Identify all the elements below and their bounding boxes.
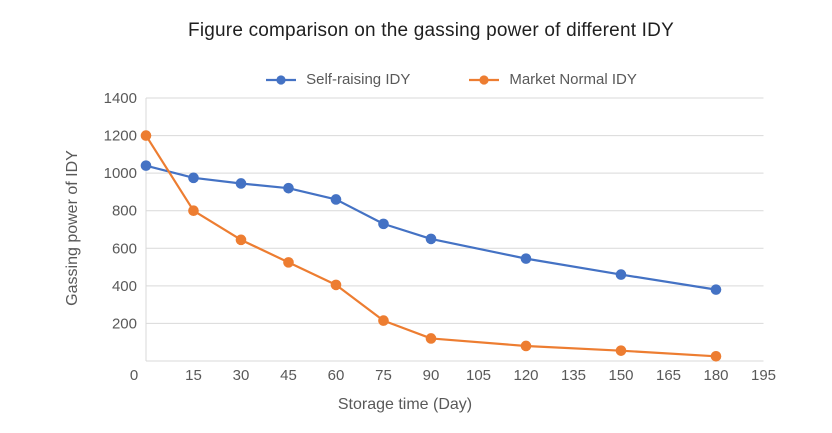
chart-title: Figure comparison on the gassing power o…: [188, 20, 674, 41]
data-point-series-1: [235, 234, 247, 246]
x-tick-label: 60: [328, 367, 345, 384]
data-point-series-0: [378, 218, 389, 230]
data-point-series-1: [140, 130, 152, 141]
data-point-series-1: [188, 205, 199, 217]
data-point-series-0: [188, 172, 199, 184]
data-point-series-0: [520, 253, 532, 264]
y-tick-label: 1200: [104, 128, 137, 145]
data-point-series-1: [425, 333, 437, 344]
y-tick-label: 400: [112, 278, 137, 295]
data-point-series-1: [710, 351, 722, 362]
legend-label-self-raising: Self-raising IDY: [306, 71, 411, 88]
y-tick-label: 200: [112, 315, 137, 332]
x-tick-label: 30: [233, 367, 250, 384]
data-point-series-0: [140, 160, 152, 171]
series-line-1: [145, 134, 717, 358]
x-tick-label: 15: [185, 367, 202, 384]
data-point-series-0: [283, 182, 294, 194]
x-tick-label: 150: [608, 367, 633, 384]
legend-item-self-raising: Self-raising IDY: [265, 71, 410, 88]
data-point-series-0: [235, 178, 247, 189]
data-point-series-1: [615, 345, 627, 356]
data-point-series-1: [330, 279, 342, 291]
data-point-series-1: [378, 315, 389, 326]
x-tick-label: 0: [130, 367, 138, 384]
y-tick-label: 1000: [104, 165, 137, 182]
x-tick-label: 75: [375, 367, 392, 384]
data-point-series-0: [710, 284, 722, 295]
legend-item-market-normal: Market Normal IDY: [468, 71, 637, 88]
legend-label-market-normal: Market Normal IDY: [509, 71, 637, 88]
y-tick-label: 600: [112, 240, 137, 257]
line-marker-icon: [266, 74, 297, 85]
data-point-series-0: [615, 269, 627, 280]
data-point-series-0: [330, 194, 342, 205]
x-tick-label: 165: [656, 367, 681, 384]
data-point-series-0: [425, 233, 437, 245]
x-tick-label: 90: [423, 367, 440, 384]
x-tick-label: 195: [751, 367, 776, 384]
x-tick-label: 120: [513, 367, 538, 384]
x-tick-label: 180: [703, 367, 728, 384]
series-line-0: [145, 164, 717, 291]
data-point-series-1: [520, 340, 532, 352]
x-tick-label: 105: [466, 367, 491, 384]
y-tick-label: 800: [112, 203, 137, 220]
line-marker-icon: [469, 74, 500, 85]
x-tick-label: 135: [561, 367, 586, 384]
y-tick-label: 1400: [104, 90, 137, 107]
x-tick-label: 45: [280, 367, 297, 384]
data-point-series-1: [283, 257, 294, 268]
legend: Self-raising IDY Market Normal IDY: [70, 71, 832, 88]
x-axis-title: Storage time (Day): [337, 396, 473, 413]
y-axis-title: Gassing power of IDY: [64, 150, 81, 306]
